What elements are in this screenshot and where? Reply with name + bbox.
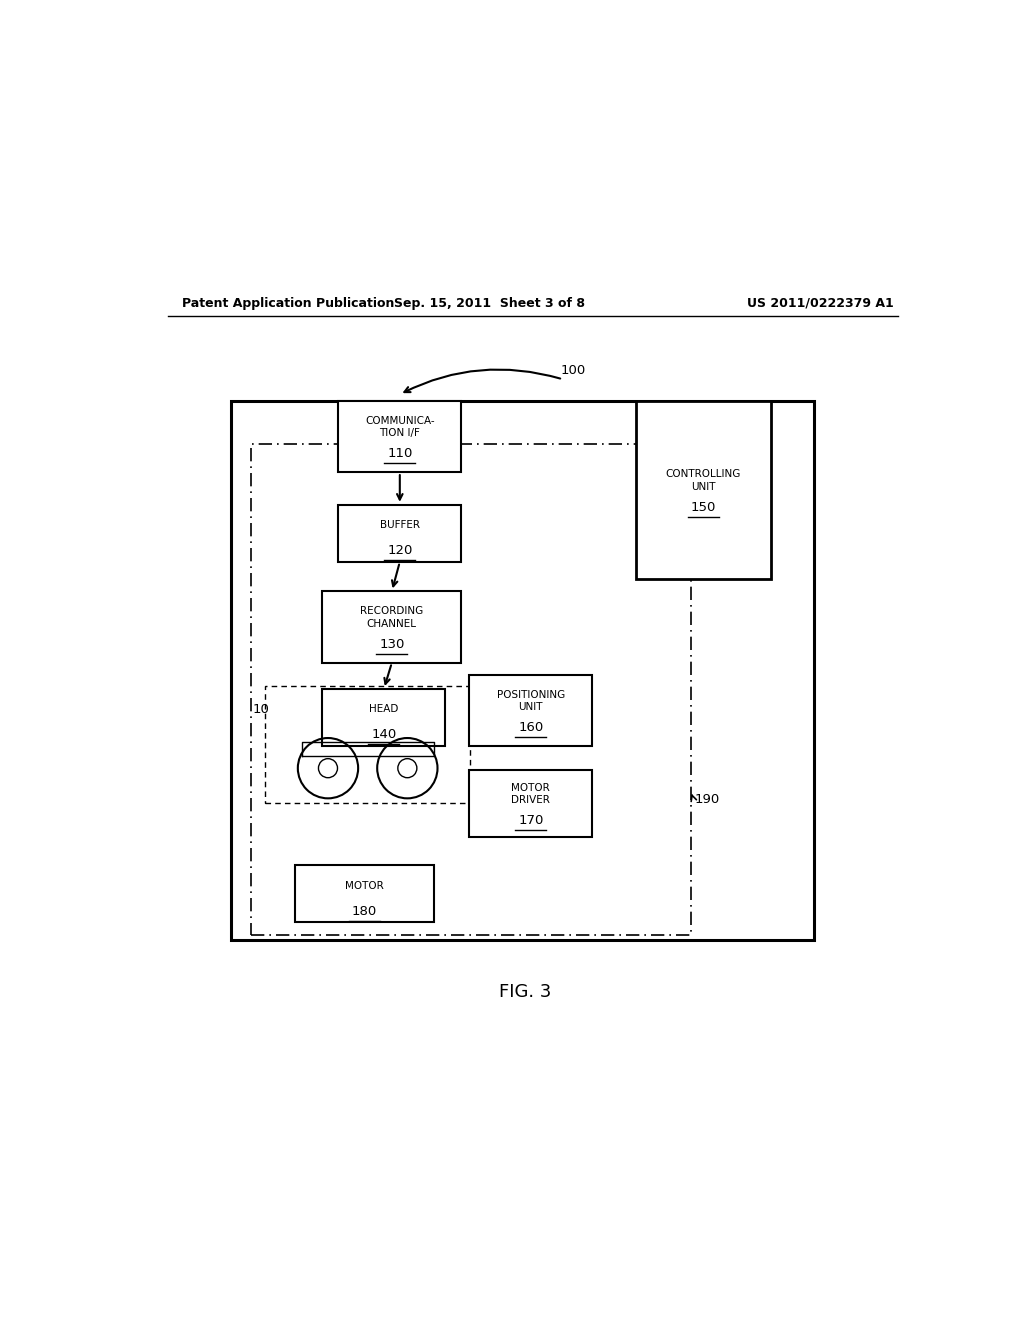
Bar [469, 675, 592, 746]
Bar [469, 770, 592, 837]
Bar [636, 401, 771, 579]
Bar [295, 865, 433, 923]
Text: US 2011/0222379 A1: US 2011/0222379 A1 [748, 297, 894, 310]
Bar [338, 504, 462, 562]
Text: BUFFER: BUFFER [380, 520, 420, 531]
Bar [338, 401, 462, 473]
Text: MOTOR
DRIVER: MOTOR DRIVER [511, 783, 550, 805]
Text: 190: 190 [694, 793, 720, 807]
Bar [251, 445, 691, 935]
Text: HEAD: HEAD [370, 705, 398, 714]
Bar [231, 401, 814, 940]
Text: 170: 170 [518, 814, 544, 828]
Bar [323, 689, 445, 746]
Text: MOTOR: MOTOR [345, 880, 383, 891]
Text: 130: 130 [379, 638, 404, 651]
Text: RECORDING
CHANNEL: RECORDING CHANNEL [360, 606, 424, 628]
Bar [265, 685, 470, 803]
Text: FIG. 3: FIG. 3 [499, 983, 551, 1001]
Text: 150: 150 [690, 502, 716, 513]
Text: 10: 10 [252, 704, 269, 715]
Text: Sep. 15, 2011  Sheet 3 of 8: Sep. 15, 2011 Sheet 3 of 8 [393, 297, 585, 310]
Text: 160: 160 [518, 721, 544, 734]
Text: 110: 110 [387, 447, 413, 461]
Text: 180: 180 [351, 904, 377, 917]
Text: Patent Application Publication: Patent Application Publication [182, 297, 394, 310]
Text: CONTROLLING
UNIT: CONTROLLING UNIT [666, 470, 741, 492]
Text: 120: 120 [387, 544, 413, 557]
Text: 140: 140 [372, 729, 396, 742]
Polygon shape [302, 742, 433, 756]
Text: COMMUNICA-
TION I/F: COMMUNICA- TION I/F [365, 416, 434, 438]
Bar [323, 591, 461, 663]
Text: POSITIONING
UNIT: POSITIONING UNIT [497, 689, 565, 711]
Text: 100: 100 [560, 364, 586, 378]
